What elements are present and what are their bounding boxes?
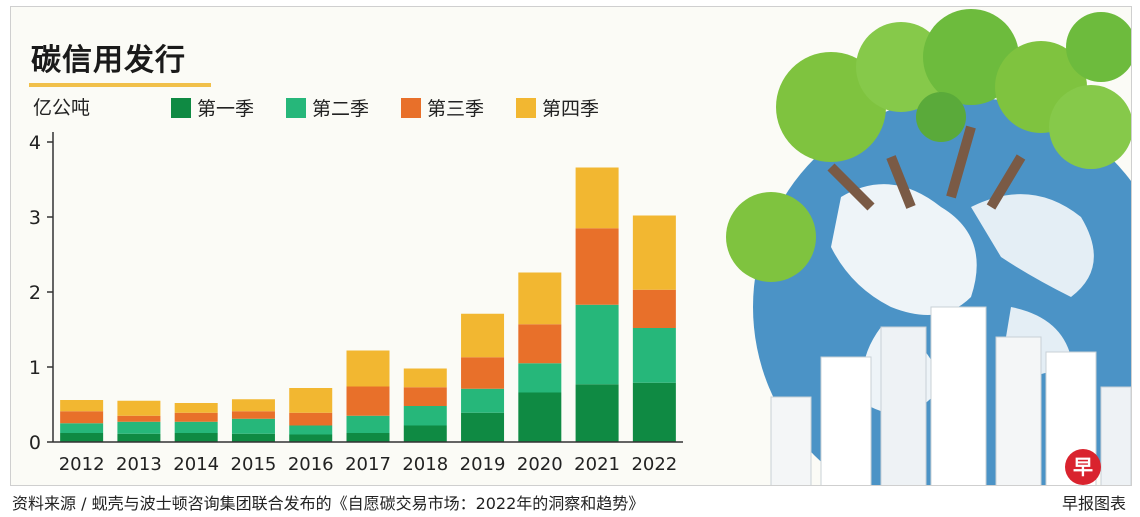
bar-segment-2015-q1: [231, 433, 275, 442]
bar-segment-2018-q1: [403, 425, 447, 442]
bar-segment-2017-q4: [346, 350, 390, 387]
x-tick-label-2018: 2018: [402, 454, 448, 475]
y-tick-label: 1: [29, 357, 41, 379]
bar-segment-2021-q3: [575, 228, 619, 305]
x-tick-label-2016: 2016: [288, 454, 334, 475]
x-tick-label-2015: 2015: [231, 454, 277, 475]
x-tick-label-2021: 2021: [574, 454, 620, 475]
legend-label-2: 第二季: [312, 98, 369, 120]
bar-segment-2014-q4: [174, 403, 218, 413]
chart-title: 碳信用发行: [31, 43, 186, 78]
bar-segment-2014-q3: [174, 412, 218, 422]
bar-segment-2012-q4: [60, 400, 104, 412]
x-tick-label-2019: 2019: [460, 454, 506, 475]
bar-segment-2013-q4: [117, 400, 161, 416]
svg-text:早: 早: [1073, 455, 1093, 479]
bar-segment-2012-q2: [60, 423, 104, 433]
bar-segment-2020-q3: [518, 324, 562, 364]
bar-segment-2015-q2: [231, 418, 275, 434]
bar-segment-2016-q1: [289, 434, 333, 442]
bar-segment-2016-q2: [289, 425, 333, 435]
bar-segment-2016-q4: [289, 388, 333, 413]
title-underline: [29, 83, 211, 87]
bar-segment-2012-q3: [60, 411, 104, 424]
legend-swatch-4: [516, 98, 536, 118]
bar-segment-2013-q1: [117, 433, 161, 442]
bar-segment-2021-q1: [575, 384, 619, 442]
bar-segment-2022-q2: [632, 328, 676, 383]
tree-illustration: [726, 9, 1131, 282]
bars-group: [60, 167, 676, 442]
bar-segment-2021-q2: [575, 304, 619, 385]
x-axis: 2012 2013 2014 2015 2016 2017 2018 2019 2020 2021…: [53, 441, 683, 475]
x-tick-label-2013: 2013: [116, 454, 162, 475]
bar-segment-2019-q3: [461, 357, 505, 389]
source-note: 资料来源 / 蚬壳与波士顿咨询集团联合发布的《自愿碳交易市场：2022年的洞察和…: [12, 494, 645, 513]
legend-label-3: 第三季: [427, 98, 484, 120]
bar-segment-2022-q1: [632, 382, 676, 442]
y-tick-label: 3: [29, 207, 41, 229]
bar-segment-2021-q4: [575, 167, 619, 229]
y-axis: 0 1 2 3 4: [29, 132, 54, 454]
bar-segment-2017-q3: [346, 386, 390, 416]
y-tick-label: 0: [29, 432, 41, 454]
bar-segment-2018-q4: [403, 368, 447, 388]
bar-segment-2013-q3: [117, 415, 161, 422]
bar-segment-2013-q2: [117, 421, 161, 434]
bar-segment-2017-q2: [346, 415, 390, 433]
bar-segment-2019-q4: [461, 313, 505, 358]
bar-segment-2014-q1: [174, 433, 218, 442]
logo-badge: 早: [1065, 449, 1101, 485]
x-tick-label-2017: 2017: [345, 454, 391, 475]
y-axis-unit: 亿公吨: [33, 97, 90, 119]
bar-segment-2015-q4: [231, 399, 275, 412]
legend-label-1: 第一季: [197, 98, 254, 120]
bar-segment-2019-q2: [461, 388, 505, 413]
bar-segment-2020-q4: [518, 272, 562, 325]
legend-swatch-1: [171, 98, 191, 118]
x-tick-label-2020: 2020: [517, 454, 563, 475]
bar-segment-2016-q3: [289, 412, 333, 426]
bar-segment-2022-q3: [632, 289, 676, 328]
bar-segment-2015-q3: [231, 411, 275, 419]
bar-segment-2022-q4: [632, 215, 676, 290]
legend-label-4: 第四季: [542, 98, 599, 120]
bar-segment-2019-q1: [461, 412, 505, 442]
bar-segment-2020-q2: [518, 363, 562, 393]
bar-segment-2012-q1: [60, 433, 104, 442]
bar-segment-2017-q1: [346, 433, 390, 442]
bar-segment-2018-q2: [403, 406, 447, 426]
bar-segment-2014-q2: [174, 421, 218, 433]
bar-segment-2020-q1: [518, 392, 562, 442]
bar-segment-2018-q3: [403, 387, 447, 406]
x-tick-label-2022: 2022: [631, 454, 677, 475]
city-illustration: [770, 306, 1131, 485]
y-tick-label: 2: [29, 282, 41, 304]
credit-note: 早报图表: [1061, 494, 1126, 513]
x-tick-label-2014: 2014: [173, 454, 219, 475]
legend-swatch-2: [286, 98, 306, 118]
x-tick-label-2012: 2012: [59, 454, 105, 475]
y-tick-label: 4: [29, 132, 41, 154]
legend-swatch-3: [401, 98, 421, 118]
chart-legend: 第一季 第二季 第三季 第四季: [171, 98, 599, 120]
